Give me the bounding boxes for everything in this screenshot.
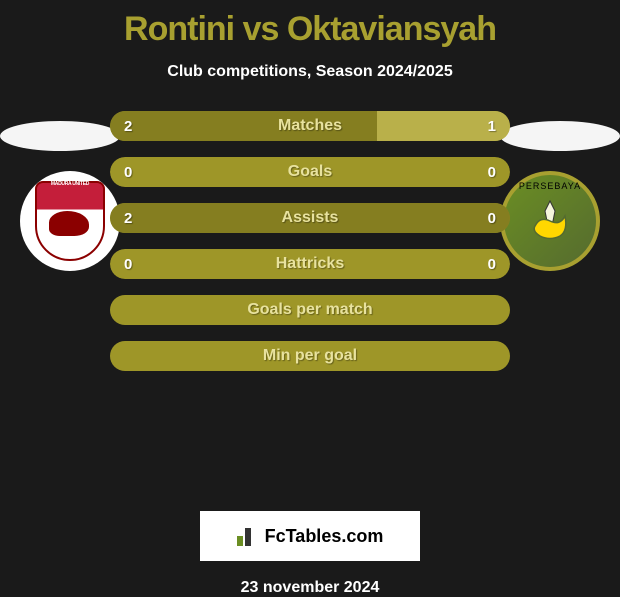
brand-badge: FcTables.com — [200, 511, 420, 561]
stat-label: Assists — [110, 203, 510, 233]
stat-label: Goals — [110, 157, 510, 187]
subtitle: Club competitions, Season 2024/2025 — [0, 63, 620, 81]
stat-bars-container: 21Matches 00Goals 20Assists 00Hattricks Goal… — [110, 111, 510, 387]
player1-photo-placeholder — [0, 121, 120, 151]
footer-date: 23 november 2024 — [0, 579, 620, 597]
player2-photo-placeholder — [500, 121, 620, 151]
team-badge-left — [20, 171, 120, 271]
stat-row-hattricks: 00Hattricks — [110, 249, 510, 279]
stat-row-matches: 21Matches — [110, 111, 510, 141]
persebaya-crest-text: PERSEBAYA — [504, 181, 596, 191]
stat-row-assists: 20Assists — [110, 203, 510, 233]
stat-label: Matches — [110, 111, 510, 141]
vs-text: vs — [243, 10, 279, 48]
stat-row-goals: 00Goals — [110, 157, 510, 187]
fctables-logo-icon — [237, 526, 259, 546]
madura-united-crest — [35, 181, 105, 261]
player2-name: Oktaviansyah — [287, 10, 496, 48]
brand-text: FcTables.com — [265, 526, 384, 547]
summary-row-goals-per-match: Goals per match — [110, 295, 510, 325]
persebaya-crest-icon — [520, 191, 580, 251]
page-title: Rontini vs Oktaviansyah — [0, 0, 620, 49]
summary-row-min-per-goal: Min per goal — [110, 341, 510, 371]
stat-label: Hattricks — [110, 249, 510, 279]
comparison-area: PERSEBAYA 21Matches 00Goals 20Assists 00Hat… — [0, 111, 620, 511]
player1-name: Rontini — [124, 10, 234, 48]
team-badge-right: PERSEBAYA — [500, 171, 600, 271]
